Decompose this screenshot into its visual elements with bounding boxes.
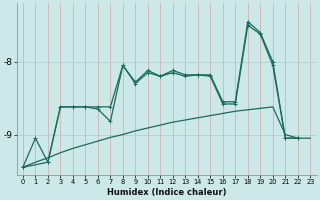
X-axis label: Humidex (Indice chaleur): Humidex (Indice chaleur) <box>107 188 226 197</box>
